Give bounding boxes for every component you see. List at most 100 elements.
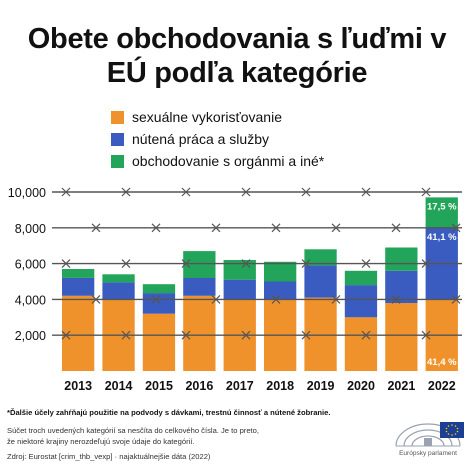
legend-item-organs-other: obchodovanie s orgánmi a iné* <box>111 150 324 172</box>
x-tick-label-2021: 2021 <box>387 379 415 393</box>
y-tick-label-10000: 10,000 <box>8 186 46 200</box>
gridline-barb-6000-246 <box>241 259 251 269</box>
legend-label-forced-labour: nútená práca a služby <box>132 131 269 147</box>
gridline-barb-10000-66 <box>61 187 71 197</box>
method-note-line-1: Súčet troch uvedených kategórií sa nesčí… <box>7 426 260 435</box>
gridline-barb-2000-126 <box>121 330 131 340</box>
gridline-barb-2000-246 <box>241 330 251 340</box>
gridline-barb-8000-156 <box>151 223 161 233</box>
bar-2013-series-2 <box>62 269 95 278</box>
legend-item-forced-labour: nútená práca a služby <box>111 128 324 150</box>
gridline-barb-2000-186 <box>181 330 191 340</box>
bar-2020-series-0 <box>344 317 378 371</box>
gridline-barb-6000-126 <box>121 259 131 269</box>
european-parliament-logo: Európsky parlament <box>388 418 468 460</box>
gridline-barb-4000-276 <box>271 294 281 304</box>
x-tick-label-2018: 2018 <box>266 379 294 393</box>
data-label-2022-series-1: 41,1 % <box>427 232 457 243</box>
data-label-2022-series-2: 17,5 % <box>427 201 457 212</box>
bar-2019-series-0 <box>304 297 337 371</box>
method-note: Súčet troch uvedených kategórií sa nesčí… <box>7 426 259 447</box>
x-tick-label-2020: 2020 <box>347 379 375 393</box>
gridline-barb-4000-156 <box>151 294 161 304</box>
bar-2019-series-2 <box>304 249 337 266</box>
bar-2015-series-1 <box>142 293 176 314</box>
x-tick-label-2014: 2014 <box>105 379 133 393</box>
stacked-bar-chart: 2,000 4,000 6,000 8,000 10,000 2013 2014 2015 20… <box>8 186 462 393</box>
bar-2015-series-2 <box>142 284 176 294</box>
gridline-barb-6000-366 <box>361 259 371 269</box>
gridline-barb-10000-306 <box>301 187 311 197</box>
bar-2017-series-1 <box>223 279 256 300</box>
legend-swatch-organs-other <box>111 154 124 168</box>
gridline-barb-2000-426 <box>421 330 431 340</box>
parliament-hemicycle-icon <box>395 422 464 447</box>
y-tick-label-4000: 4,000 <box>15 293 46 307</box>
gridline-barb-8000-396 <box>391 223 401 233</box>
gridline-barb-2000-366 <box>361 330 371 340</box>
gridline-barb-4000-396 <box>391 294 401 304</box>
data-label-2022-series-0: 41,4 % <box>427 357 457 368</box>
y-tick-label-2000: 2,000 <box>15 329 46 343</box>
gridline-barb-6000-186 <box>181 259 191 269</box>
gridline-barb-10000-426 <box>421 187 431 197</box>
x-tick-label-2017: 2017 <box>226 379 254 393</box>
legend-swatch-sexual <box>111 110 124 124</box>
gridline-barb-10000-186 <box>181 187 191 197</box>
x-tick-label-2019: 2019 <box>307 379 335 393</box>
source-note: Zdroj: Eurostat [crim_thb_vexp] · najakt… <box>7 452 211 461</box>
y-tick-label-6000: 6,000 <box>15 258 46 272</box>
gridline-barb-8000-336 <box>331 223 341 233</box>
x-tick-label-2022: 2022 <box>428 379 456 393</box>
gridline-barb-8000-96 <box>91 223 101 233</box>
gridline-barb-10000-126 <box>121 187 131 197</box>
legend: sexuálne vykorisťovanie nútená práca a s… <box>111 106 324 172</box>
bar-2013-series-0 <box>62 295 95 371</box>
bar-2018-series-1 <box>264 281 297 300</box>
bar-2019-series-1 <box>304 265 337 298</box>
gridline-barb-10000-246 <box>241 187 251 197</box>
bar-2014-series-2 <box>102 274 135 283</box>
x-tick-label-2015: 2015 <box>145 379 173 393</box>
gridline-barb-8000-276 <box>271 223 281 233</box>
legend-label-sexual: sexuálne vykorisťovanie <box>132 109 282 125</box>
legend-label-organs-other: obchodovanie s orgánmi a iné* <box>132 153 325 169</box>
gridline-barb-4000-216 <box>211 294 221 304</box>
bar-2016-series-2 <box>183 251 216 278</box>
footnote: *Ďalšie účely zahŕňajú použitie na podvo… <box>7 408 331 417</box>
bar-2020-series-1 <box>344 285 378 318</box>
bar-2021-series-1 <box>385 270 418 303</box>
bar-2013-series-1 <box>62 277 95 296</box>
bar-2016-series-1 <box>183 277 216 296</box>
legend-swatch-forced-labour <box>111 132 124 146</box>
footnote-text: *Ďalšie účely zahŕňajú použitie na podvo… <box>7 408 331 417</box>
gridline-barb-4000-96 <box>91 294 101 304</box>
logo-text: Európsky parlament <box>399 450 457 457</box>
bar-2014-series-1 <box>102 282 135 300</box>
bar-2015-series-0 <box>142 313 176 371</box>
gridline-barb-8000-456 <box>451 223 461 233</box>
y-tick-label-8000: 8,000 <box>15 222 46 236</box>
x-tick-label-2013: 2013 <box>64 379 92 393</box>
bar-2022-series-2 <box>425 197 458 228</box>
x-tick-label-2016: 2016 <box>185 379 213 393</box>
gridline-barb-4000-336 <box>331 294 341 304</box>
method-note-line-2: že niektoré krajiny nerozdeľujú svoje úd… <box>7 436 195 446</box>
gridline-barb-6000-66 <box>61 259 71 269</box>
bar-2018-series-2 <box>264 261 297 282</box>
gridline-barb-2000-306 <box>301 330 311 340</box>
bar-2021-series-2 <box>385 247 418 271</box>
chart-title: Obete obchodovania s ľuďmi v EÚ podľa ka… <box>0 22 474 90</box>
gridline-barb-2000-66 <box>61 330 71 340</box>
gridline-barb-8000-216 <box>211 223 221 233</box>
chart-title-line-2: EÚ podľa kategórie <box>106 57 368 89</box>
chart-title-line-1: Obete obchodovania s ľuďmi v <box>27 23 447 55</box>
gridline-barb-4000-456 <box>451 294 461 304</box>
gridline-barb-10000-366 <box>361 187 371 197</box>
bar-2020-series-2 <box>344 270 378 286</box>
legend-item-sexual: sexuálne vykorisťovanie <box>111 106 324 128</box>
gridline-barb-6000-306 <box>301 259 311 269</box>
bar-2021-series-0 <box>385 303 418 371</box>
gridline-barb-6000-426 <box>421 259 431 269</box>
